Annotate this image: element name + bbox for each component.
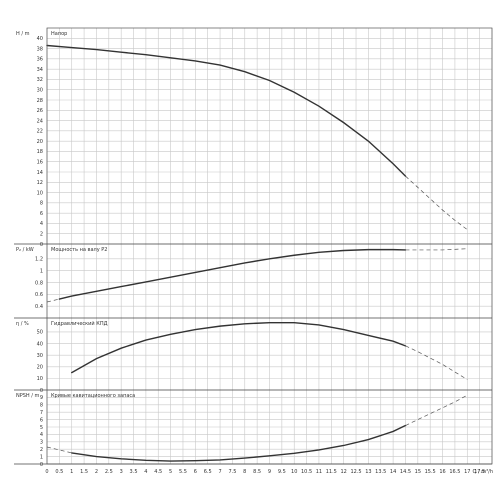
x-tick-label: 1 xyxy=(70,469,73,475)
x-tick-label: 11.5 xyxy=(326,469,337,475)
x-tick-label: 14.5 xyxy=(400,469,411,475)
y-tick-label: 0.6 xyxy=(35,292,43,298)
x-tick-label: 4.5 xyxy=(154,469,162,475)
series-extension-npsh xyxy=(46,446,72,454)
x-tick-label: 16 xyxy=(439,469,445,475)
x-tick-label: 8 xyxy=(243,469,246,475)
y-tick-label: 26 xyxy=(37,108,43,114)
y-tick-label: 0 xyxy=(40,388,43,394)
x-tick-label: 15.5 xyxy=(425,469,436,475)
y-tick-label: 34 xyxy=(37,67,43,73)
y-tick-label: 40 xyxy=(37,341,43,347)
y-tick-label: 22 xyxy=(37,129,43,135)
y-tick-label: 24 xyxy=(37,118,43,124)
y-tick-label: 0 xyxy=(40,462,43,468)
y-tick-label: 3 xyxy=(40,440,43,446)
y-tick-label: 50 xyxy=(37,330,43,336)
y-tick-label: 0.8 xyxy=(35,280,43,286)
y-axis-label: P₂ / kW xyxy=(16,247,34,253)
y-tick-label: 4 xyxy=(40,432,43,438)
y-tick-label: 6 xyxy=(40,417,43,423)
series-extension-power xyxy=(405,248,468,251)
x-tick-label: 13 xyxy=(365,469,371,475)
x-tick-label: 3 xyxy=(120,469,123,475)
panel-title: Гидравлический КПД xyxy=(51,320,108,327)
plot-frame xyxy=(46,27,493,465)
x-tick-label: 10.5 xyxy=(301,469,312,475)
y-tick-label: 10 xyxy=(37,376,43,382)
series-line-power xyxy=(58,248,407,300)
y-axis-label: η / % xyxy=(16,321,29,327)
y-tick-label: 16 xyxy=(37,160,43,166)
x-tick-label: 0.5 xyxy=(55,469,63,475)
y-tick-label: 30 xyxy=(37,88,43,94)
x-tick-label: 9.5 xyxy=(278,469,286,475)
x-tick-label: 14 xyxy=(390,469,396,475)
y-tick-label: 4 xyxy=(40,221,43,227)
x-tick-label: 3.5 xyxy=(130,469,138,475)
y-tick-label: 9 xyxy=(40,395,43,401)
y-tick-label: 2 xyxy=(40,232,43,238)
x-tick-label: 5 xyxy=(169,469,172,475)
x-tick-label: 11 xyxy=(316,469,322,475)
y-tick-label: 1 xyxy=(40,268,43,274)
panel-title: Кривые кавитационного запаса xyxy=(51,393,135,399)
y-axis-label: H / m xyxy=(16,31,30,37)
y-tick-label: 32 xyxy=(37,77,43,83)
y-tick-label: 20 xyxy=(37,139,43,145)
y-axis-label: NPSH / m xyxy=(16,393,40,399)
y-tick-label: 5 xyxy=(40,425,43,431)
y-tick-label: 2 xyxy=(40,447,43,453)
x-tick-label: 10 xyxy=(291,469,297,475)
y-tick-label: 7 xyxy=(40,410,43,416)
y-tick-label: 8 xyxy=(40,201,43,207)
y-tick-label: 1 xyxy=(40,454,43,460)
x-tick-label: 13.5 xyxy=(375,469,386,475)
y-tick-label: 40 xyxy=(37,36,43,42)
y-tick-label: 12 xyxy=(37,180,43,186)
x-tick-label: 12 xyxy=(340,469,346,475)
x-tick-label: 1.5 xyxy=(80,469,88,475)
y-tick-label: 20 xyxy=(37,365,43,371)
series-line-eff xyxy=(71,321,407,374)
series-line-head xyxy=(46,44,407,177)
y-tick-label: 38 xyxy=(37,46,43,52)
series-extension-power xyxy=(46,298,60,303)
y-tick-label: 28 xyxy=(37,98,43,104)
y-tick-label: 0.4 xyxy=(35,304,43,310)
x-tick-label: 4 xyxy=(144,469,147,475)
x-tick-label: 2 xyxy=(95,469,98,475)
y-tick-label: 18 xyxy=(37,149,43,155)
x-tick-label: 7.5 xyxy=(228,469,236,475)
y-tick-label: 6 xyxy=(40,211,43,217)
x-tick-label: 17 xyxy=(464,469,470,475)
x-tick-label: 2.5 xyxy=(105,469,113,475)
y-tick-label: 14 xyxy=(37,170,43,176)
panel-title: Напор xyxy=(51,31,67,37)
x-tick-label: 6.5 xyxy=(204,469,212,475)
x-tick-label: 8.5 xyxy=(253,469,261,475)
x-tick-label: 0 xyxy=(45,469,48,475)
series-line-npsh xyxy=(71,424,407,462)
y-tick-label: 8 xyxy=(40,403,43,409)
panel-title: Мощность на валу P2 xyxy=(51,247,107,253)
x-tick-label: 17.5 xyxy=(474,469,485,475)
x-tick-label: 15 xyxy=(415,469,421,475)
x-tick-label: 16.5 xyxy=(449,469,460,475)
x-tick-label: 5.5 xyxy=(179,469,187,475)
x-axis-label: Q / m³/h xyxy=(472,469,493,475)
y-tick-label: 30 xyxy=(37,353,43,359)
y-tick-label: 10 xyxy=(37,190,43,196)
y-tick-label: 1.2 xyxy=(35,257,43,263)
x-tick-label: 9 xyxy=(268,469,271,475)
y-tick-label: 0 xyxy=(40,242,43,248)
y-tick-label: 36 xyxy=(37,57,43,63)
x-tick-label: 7 xyxy=(218,469,221,475)
x-tick-label: 12.5 xyxy=(350,469,361,475)
series-extension-npsh xyxy=(405,394,468,426)
x-tick-label: 6 xyxy=(194,469,197,475)
